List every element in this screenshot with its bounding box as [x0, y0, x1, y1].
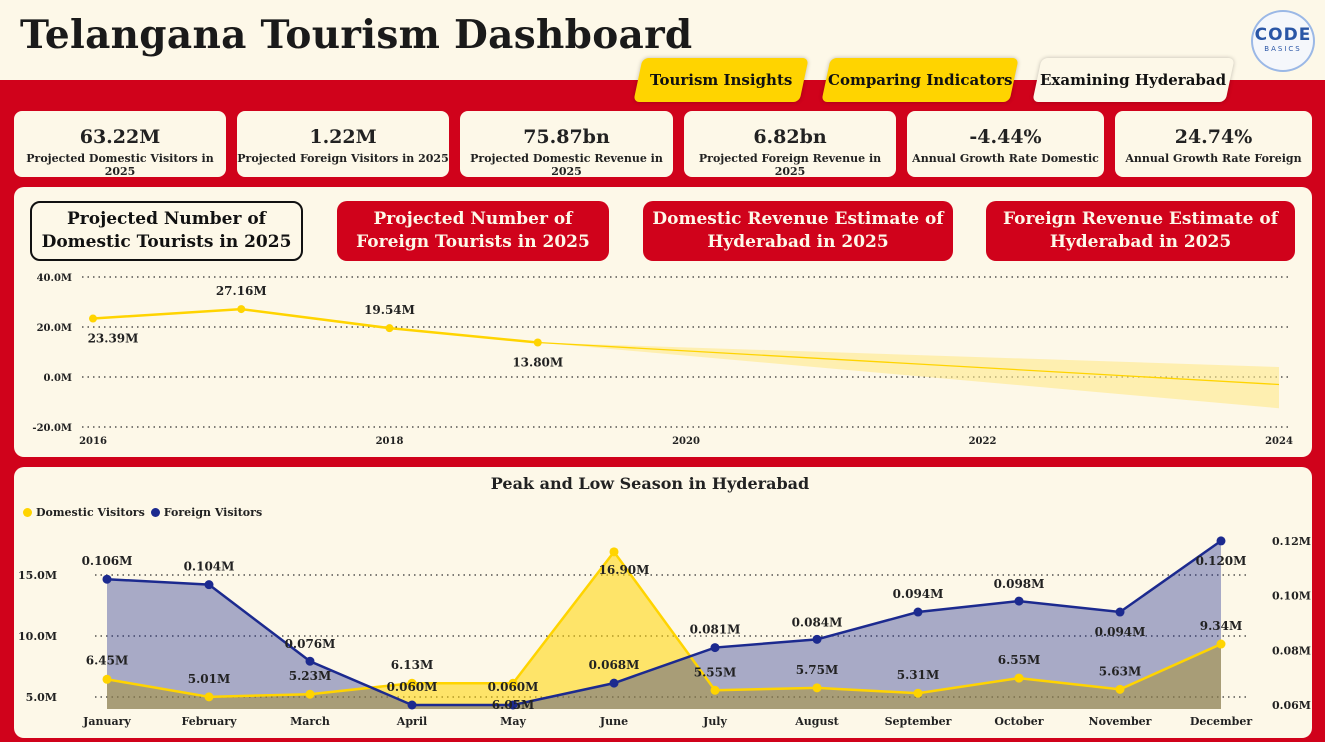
kpi-domestic-revenue: 75.87bn Projected Domestic Revenue in 20…: [460, 111, 673, 178]
tab-label: Domestic Revenue Estimate of Hyderabad i…: [652, 209, 944, 252]
legend-dot-foreign: [150, 508, 160, 517]
season-chart-title: Peak and Low Season in Hyderabad: [490, 474, 810, 493]
nav-comparing-indicators[interactable]: Comparing Indicators: [821, 58, 1019, 102]
kpi-foreign-revenue: 6.82bn Projected Foreign Revenue in 2025: [684, 111, 896, 178]
kpi-foreign-visitors: 1.22M Projected Foreign Visitors in 2025: [237, 111, 449, 177]
kpi-growth-domestic: -4.44% Annual Growth Rate Domestic: [907, 111, 1104, 177]
kpi-value: -4.44%: [969, 126, 1042, 148]
codebasics-logo: CODE BASICS: [1251, 10, 1315, 72]
legend-foreign: Foreign Visitors: [163, 506, 263, 519]
season-legend: Domestic Visitors Foreign Visitors: [23, 506, 262, 519]
kpi-label: Annual Growth Rate Foreign: [1125, 152, 1302, 165]
kpi-domestic-visitors: 63.22M Projected Domestic Visitors in 20…: [14, 111, 226, 178]
kpi-value: 24.74%: [1174, 126, 1253, 148]
logo-subtext: BASICS: [1264, 45, 1302, 53]
nav-examining-hyderabad-label: Examining Hyderabad: [1040, 71, 1227, 89]
kpi-value: 6.82bn: [753, 126, 827, 148]
tab-label: Projected Number of Foreign Tourists in …: [356, 209, 590, 252]
tab-label: Projected Number of Domestic Tourists in…: [41, 209, 292, 252]
tab-domestic-revenue[interactable]: Domestic Revenue Estimate of Hyderabad i…: [643, 201, 953, 261]
kpi-value: 1.22M: [309, 126, 377, 148]
nav-tourism-insights-label: Tourism Insights: [649, 71, 793, 89]
logo-text: CODE: [1254, 25, 1312, 45]
tab-foreign-tourists[interactable]: Projected Number of Foreign Tourists in …: [337, 201, 609, 261]
kpi-value: 75.87bn: [523, 126, 610, 148]
nav-examining-hyderabad[interactable]: Examining Hyderabad: [1032, 58, 1235, 102]
tab-foreign-revenue[interactable]: Foreign Revenue Estimate of Hyderabad in…: [986, 201, 1295, 261]
kpi-value: 63.22M: [79, 126, 161, 148]
page-title: Telangana Tourism Dashboard: [20, 12, 693, 58]
kpi-label: Projected Foreign Revenue in 2025: [698, 152, 882, 178]
kpi-label: Projected Foreign Visitors in 2025: [237, 152, 449, 165]
legend-domestic: Domestic Visitors: [36, 506, 145, 519]
legend-dot-domestic: [23, 508, 32, 517]
tab-label: Foreign Revenue Estimate of Hyderabad in…: [1002, 209, 1279, 252]
tab-domestic-tourists[interactable]: Projected Number of Domestic Tourists in…: [30, 201, 303, 261]
kpi-label: Projected Domestic Revenue in 2025: [470, 152, 663, 178]
nav-tourism-insights[interactable]: Tourism Insights: [633, 58, 809, 102]
kpi-label: Annual Growth Rate Domestic: [912, 152, 1099, 165]
kpi-label: Projected Domestic Visitors in 2025: [26, 152, 214, 178]
kpi-growth-foreign: 24.74% Annual Growth Rate Foreign: [1115, 111, 1312, 177]
nav-comparing-indicators-label: Comparing Indicators: [827, 71, 1013, 89]
